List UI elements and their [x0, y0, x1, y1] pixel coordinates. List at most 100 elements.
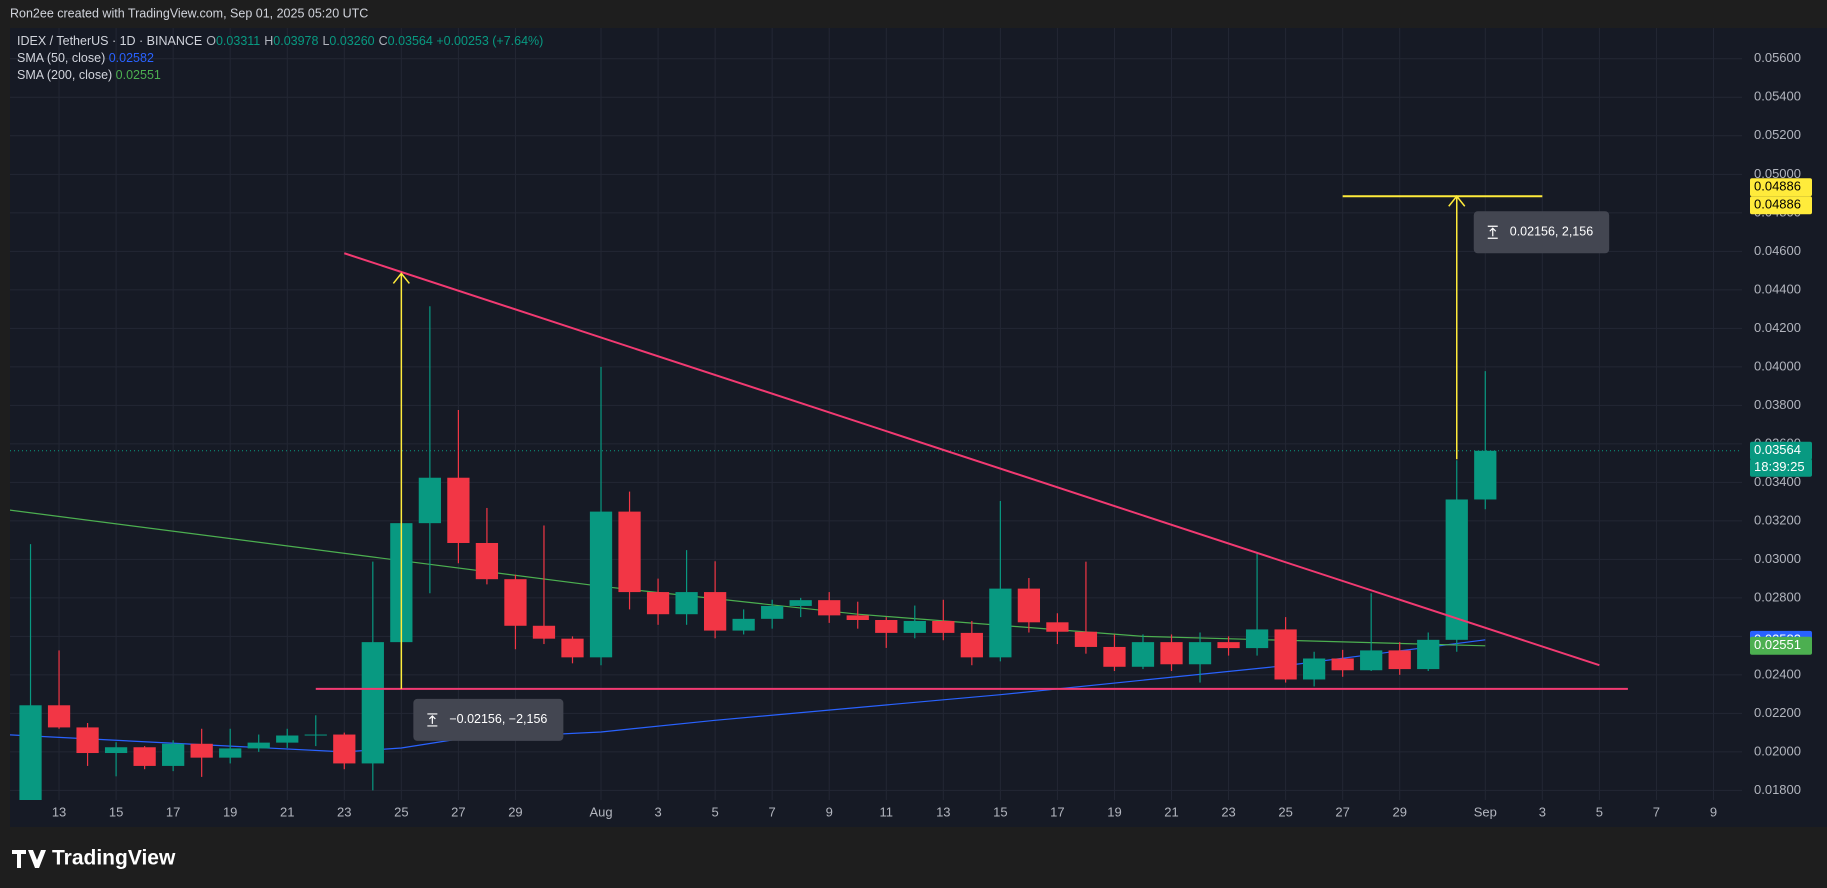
legend-row: IDEX / TetherUS · 1D · BINANCE O0.03311 H 0…: [17, 33, 543, 50]
candle-body: [1017, 588, 1041, 623]
candle: [960, 620, 983, 666]
x-tick-label: 11: [880, 804, 894, 819]
candle-body: [1131, 642, 1155, 667]
sma-value: 0.02551: [115, 68, 161, 82]
target-price-label-box: [1750, 178, 1812, 197]
candle: [247, 734, 270, 752]
candle-body: [646, 592, 670, 615]
candle: [875, 617, 898, 648]
x-tick-label: 9: [1710, 804, 1717, 819]
logo-icon: [12, 850, 46, 868]
candle: [1417, 632, 1440, 672]
ohlc-key: O: [206, 34, 216, 48]
x-tick-label: 13: [52, 804, 66, 819]
candle: [932, 599, 955, 641]
countdown-label-box: [1750, 458, 1812, 477]
candle-body: [675, 592, 698, 615]
candle: [1474, 371, 1497, 510]
candle-body: [418, 477, 441, 524]
y-tick-label: 0.05200: [1754, 127, 1801, 142]
drawing-line: [343, 252, 1600, 667]
x-tick-label: 27: [451, 804, 465, 819]
candle: [475, 507, 499, 585]
x-tick-label: 15: [993, 804, 1007, 819]
candle: [1217, 636, 1240, 656]
candle-body: [989, 588, 1012, 658]
candle: [675, 550, 698, 625]
candle: [1360, 593, 1383, 672]
arrow-head: [1448, 195, 1466, 207]
candle-body: [504, 579, 527, 626]
target-price-label: 0.04886: [1754, 197, 1801, 212]
candle-body: [1103, 646, 1126, 667]
x-tick-label: 29: [508, 804, 522, 819]
arrow-head: [392, 272, 410, 284]
candle-body: [1160, 642, 1183, 665]
candle-body: [903, 620, 926, 633]
y-tick-label: 0.03800: [1754, 397, 1801, 412]
symbol: IDEX / TetherUS · 1D · BINANCE: [17, 34, 203, 48]
candle: [1074, 561, 1098, 654]
last-price-label-box: [1750, 441, 1812, 460]
candle: [703, 561, 727, 639]
x-tick-label: 15: [109, 804, 123, 819]
x-tick-label: 5: [1596, 804, 1603, 819]
candle-body: [447, 477, 470, 543]
measure-box: [413, 698, 564, 741]
x-tick-label: 3: [654, 804, 661, 819]
ohlc-key: H: [264, 34, 274, 48]
candle-body: [304, 734, 327, 736]
candle: [19, 544, 42, 800]
candle: [1245, 552, 1269, 656]
x-tick-label: 21: [280, 804, 294, 819]
brand: TradingView: [52, 847, 176, 870]
x-tick-label: 25: [1278, 804, 1292, 819]
candle-body: [932, 620, 955, 633]
candle: [276, 728, 299, 749]
x-tick-label: Aug: [589, 804, 612, 819]
candle-body: [47, 705, 71, 728]
candle: [903, 605, 926, 639]
candle: [304, 715, 327, 747]
candle-body: [703, 592, 727, 631]
candle: [646, 578, 670, 625]
target-price-label: 0.04886: [1754, 179, 1801, 194]
legend: IDEX / TetherUS · 1D · BINANCE O0.03311 H 0…: [17, 33, 543, 84]
candle-body: [219, 748, 242, 758]
candle-body: [789, 600, 812, 606]
watermark: Ron2ee created with TradingView.com, Sep…: [10, 6, 368, 20]
candle-body: [1474, 450, 1497, 500]
y-tick-label: 0.04400: [1754, 281, 1801, 296]
candle-body: [333, 734, 356, 764]
measure-label: −0.02156, −2,156: [449, 712, 547, 726]
candle: [133, 746, 156, 770]
candle-body: [276, 735, 299, 743]
change: +0.00253 (+7.64%): [436, 34, 544, 48]
candle: [504, 574, 527, 650]
candle-body: [846, 615, 869, 620]
candle-body: [761, 605, 784, 619]
y-tick-label: 0.03400: [1754, 474, 1801, 489]
candle: [818, 592, 841, 623]
ohlc-key: L: [322, 34, 330, 48]
candle-body: [247, 742, 270, 749]
x-tick-label: Sep: [1474, 804, 1497, 819]
x-tick-label: 27: [1335, 804, 1349, 819]
candle: [1017, 578, 1041, 633]
ohlc-value: 0.03311: [215, 34, 261, 48]
candle: [618, 491, 641, 610]
sma-price-label: 0.02551: [1754, 637, 1801, 652]
candle: [447, 409, 470, 564]
candle-body: [561, 638, 584, 658]
candle: [104, 742, 128, 777]
candle: [76, 722, 99, 766]
logo: TradingView: [12, 847, 176, 870]
sma-name: SMA (50, close): [17, 51, 106, 65]
candle-body: [1188, 642, 1212, 665]
candle: [162, 740, 185, 772]
plot-area: [10, 195, 1742, 800]
candle: [989, 501, 1012, 662]
ohlc-value: 0.03260: [329, 34, 375, 48]
candle-body: [960, 632, 983, 658]
x-tick-label: 17: [166, 804, 180, 819]
